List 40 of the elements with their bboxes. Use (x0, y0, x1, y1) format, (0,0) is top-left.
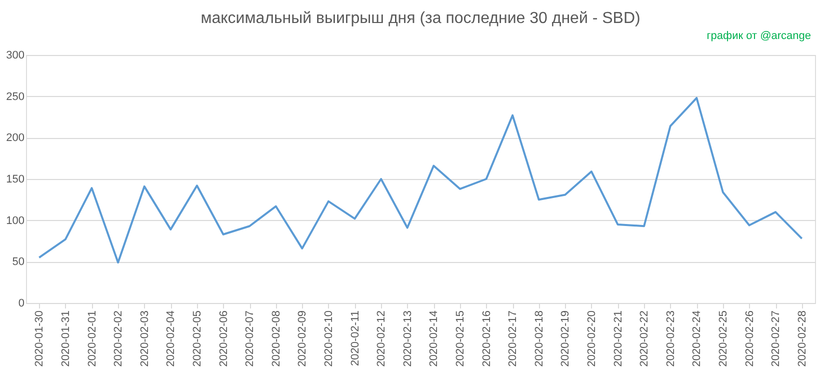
x-tick-label: 2020-02-16 (480, 310, 493, 367)
x-tick-label: 2020-02-23 (664, 310, 677, 367)
y-tick-label: 300 (6, 50, 24, 62)
x-tick-label: 2020-02-14 (428, 310, 440, 367)
x-tick-label: 2020-02-11 (349, 310, 362, 366)
x-tick-label: 2020-02-08 (270, 310, 282, 367)
x-tick-label: 2020-02-05 (191, 310, 204, 367)
x-tick-label: 2020-01-31 (60, 310, 72, 367)
x-tick-label: 2020-02-02 (112, 310, 125, 367)
chart-title: максимальный выигрыш дня (за последние 30 дней - SBD) (200, 10, 640, 27)
x-tick-label: 2020-02-18 (533, 310, 546, 367)
x-tick-label: 2020-02-04 (165, 310, 178, 367)
x-tick-label: 2020-02-01 (86, 310, 98, 367)
x-tick-label: 2020-02-07 (244, 310, 256, 367)
x-tick-label: 2020-02-27 (770, 310, 782, 367)
x-tick-label: 2020-02-22 (638, 310, 651, 367)
x-tick-label: 2020-01-30 (34, 310, 46, 367)
x-tick-label: 2020-02-13 (402, 310, 414, 367)
y-tick-label: 250 (6, 90, 24, 103)
y-tick-label: 50 (12, 256, 24, 268)
x-tick-label: 2020-02-10 (322, 310, 335, 367)
x-tick-label: 2020-02-06 (218, 310, 230, 367)
x-tick-label: 2020-02-25 (717, 310, 730, 367)
x-tick-label: 2020-02-21 (612, 310, 624, 367)
line-series (38, 96, 803, 264)
x-tick-label: 2020-02-17 (507, 310, 520, 367)
x-tick-label: 2020-02-28 (796, 310, 808, 367)
y-tick-label: 0 (18, 298, 24, 310)
x-tick-label: 2020-02-15 (454, 310, 466, 367)
y-tick-label: 200 (6, 132, 24, 144)
y-tick-label: 100 (6, 214, 24, 227)
y-tick-label: 150 (6, 174, 24, 186)
x-tick-label: 2020-02-26 (744, 310, 756, 367)
x-tick-label: 2020-02-09 (296, 310, 309, 367)
x-tick-label: 2020-02-03 (138, 310, 151, 367)
x-tick-label: 2020-02-20 (586, 310, 598, 367)
text: график от @arcange (706, 30, 811, 42)
x-tick-label: 2020-02-19 (560, 310, 572, 367)
x-tick-label: 2020-02-12 (376, 310, 388, 367)
x-tick-label: 2020-02-24 (691, 310, 704, 367)
